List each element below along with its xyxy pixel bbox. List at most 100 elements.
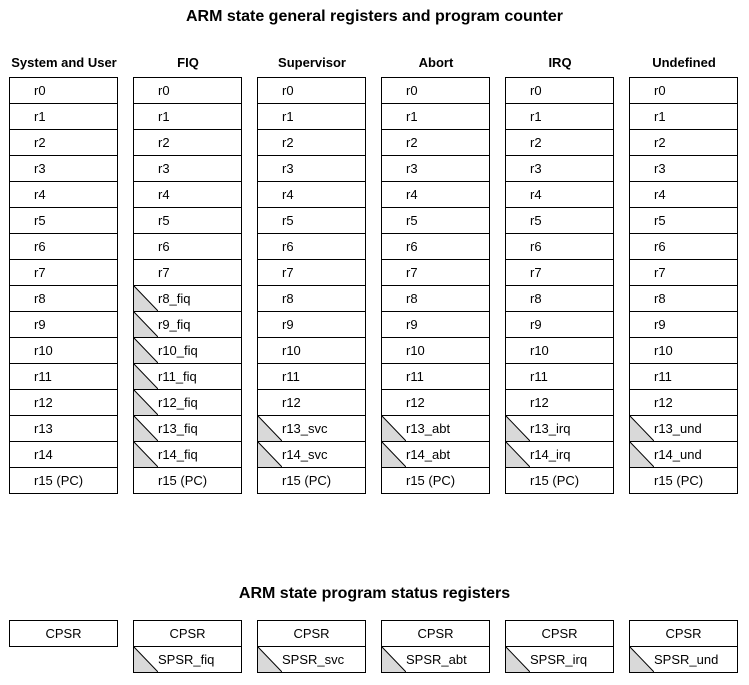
- register-label: r2: [530, 135, 542, 150]
- register-cell: r1: [133, 103, 242, 130]
- register-label: r7: [282, 265, 294, 280]
- register-label: r13: [34, 421, 53, 436]
- banked-register-cell: r13_fiq: [133, 415, 242, 442]
- register-label: r9_fiq: [158, 317, 191, 332]
- register-cell: r7: [257, 259, 366, 286]
- register-label: r12_fiq: [158, 395, 198, 410]
- psr-title: ARM state program status registers: [238, 585, 511, 602]
- register-cell: r6: [133, 233, 242, 260]
- banked-register-cell: r14_fiq: [133, 441, 242, 468]
- banked-register-cell: r13_irq: [505, 415, 614, 442]
- register-label: r11: [34, 369, 52, 384]
- register-cell: r6: [629, 233, 738, 260]
- register-cell: r4: [505, 181, 614, 208]
- register-cell: r1: [505, 103, 614, 130]
- banked-indicator-icon: [258, 442, 282, 467]
- register-cell: r6: [257, 233, 366, 260]
- register-column: r0 r1 r2 r3 r4 r5 r6 r7 r8 r9 r10 r11 r12 r13_irq r14_…: [505, 77, 614, 494]
- register-label: r0: [530, 83, 542, 98]
- register-label: r15 (PC): [654, 473, 704, 488]
- register-cell: r12: [9, 389, 118, 416]
- register-cell: r0: [381, 77, 490, 104]
- register-label: r12: [654, 395, 673, 410]
- register-cell: r2: [9, 129, 118, 156]
- register-label: r7: [34, 265, 46, 280]
- register-label: r14_irq: [530, 447, 571, 462]
- register-label: r2: [406, 135, 418, 150]
- register-label: r10: [654, 343, 673, 358]
- psr-label: SPSR_svc: [282, 652, 345, 667]
- psr-label: SPSR_fiq: [158, 652, 215, 667]
- register-label: r12: [34, 395, 53, 410]
- register-cell: r0: [629, 77, 738, 104]
- register-label: r14_und: [654, 447, 702, 462]
- register-label: r1: [34, 109, 46, 124]
- cpsr-cell: CPSR: [381, 620, 490, 647]
- register-label: r12: [406, 395, 425, 410]
- psr-label: CPSR: [45, 626, 82, 641]
- banked-indicator-icon: [506, 416, 530, 441]
- register-label: r15 (PC): [406, 473, 456, 488]
- register-cell: r2: [381, 129, 490, 156]
- register-label: r7: [406, 265, 418, 280]
- register-cell: r12: [505, 389, 614, 416]
- register-label: r5: [654, 213, 666, 228]
- register-label: r3: [530, 161, 542, 176]
- register-cell: r7: [133, 259, 242, 286]
- psr-column: CPSR SPSR_fiq: [133, 620, 242, 673]
- banked-register-cell: r12_fiq: [133, 389, 242, 416]
- banked-indicator-icon: [134, 312, 158, 337]
- banked-indicator-icon: [134, 364, 158, 389]
- register-label: r15 (PC): [282, 473, 332, 488]
- psr-column: CPSR SPSR_abt: [381, 620, 490, 673]
- register-label: r15 (PC): [530, 473, 580, 488]
- register-label: r8: [654, 291, 666, 306]
- psr-label: SPSR_abt: [406, 652, 467, 667]
- register-cell: r0: [505, 77, 614, 104]
- register-cell: r3: [257, 155, 366, 182]
- register-label: r9: [282, 317, 294, 332]
- register-label: r3: [654, 161, 666, 176]
- register-label: r9: [34, 317, 46, 332]
- register-cell: r4: [629, 181, 738, 208]
- banked-register-cell: r8_fiq: [133, 285, 242, 312]
- register-label: r4: [654, 187, 666, 202]
- register-cell: r6: [9, 233, 118, 260]
- register-cell: r15 (PC): [629, 467, 738, 494]
- psr-column: CPSR: [9, 620, 118, 647]
- register-label: r0: [34, 83, 46, 98]
- register-cell: r8: [257, 285, 366, 312]
- register-label: r14_fiq: [158, 447, 198, 462]
- cpsr-cell: CPSR: [505, 620, 614, 647]
- mode-header: Undefined: [652, 55, 716, 70]
- register-label: r5: [530, 213, 542, 228]
- banked-indicator-icon: [630, 647, 654, 672]
- banked-register-cell: r10_fiq: [133, 337, 242, 364]
- banked-indicator-icon: [506, 647, 530, 672]
- register-label: r4: [530, 187, 542, 202]
- register-cell: r10: [505, 337, 614, 364]
- register-cell: r10: [629, 337, 738, 364]
- register-label: r5: [406, 213, 418, 228]
- mode-header: FIQ: [177, 55, 199, 70]
- banked-indicator-icon: [630, 442, 654, 467]
- spsr-cell: SPSR_irq: [505, 646, 614, 673]
- register-label: r13_abt: [406, 421, 451, 436]
- banked-indicator-icon: [382, 647, 406, 672]
- register-label: r4: [282, 187, 294, 202]
- register-cell: r9: [629, 311, 738, 338]
- register-label: r9: [406, 317, 418, 332]
- spsr-cell: SPSR_svc: [257, 646, 366, 673]
- register-cell: r11: [381, 363, 490, 390]
- register-label: r10: [530, 343, 549, 358]
- register-cell: r9: [381, 311, 490, 338]
- banked-register-cell: r13_svc: [257, 415, 366, 442]
- spsr-cell: SPSR_fiq: [133, 646, 242, 673]
- register-cell: r0: [9, 77, 118, 104]
- banked-register-cell: r14_irq: [505, 441, 614, 468]
- mode-header: IRQ: [548, 55, 572, 70]
- register-cell: r15 (PC): [505, 467, 614, 494]
- psr-label: CPSR: [169, 626, 206, 641]
- register-label: r2: [34, 135, 46, 150]
- register-label: r8: [282, 291, 294, 306]
